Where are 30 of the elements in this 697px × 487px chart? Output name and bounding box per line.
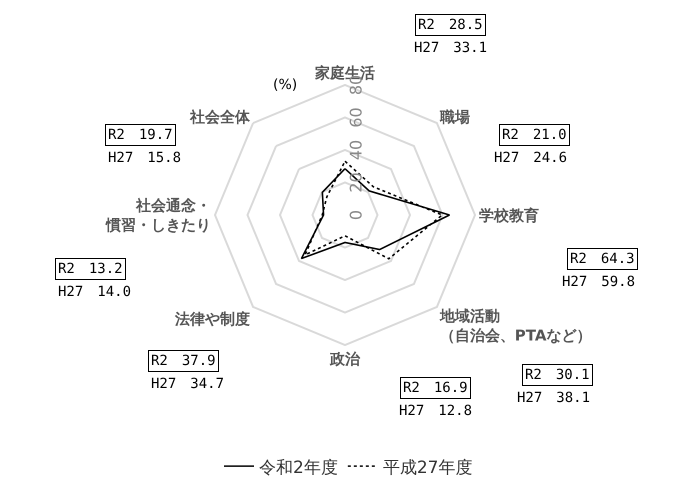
text: R2 21.0: [502, 127, 567, 143]
y-tick-label: 60: [346, 107, 366, 128]
y-tick-label: 20: [346, 172, 366, 193]
spoke-label: 社会全体: [189, 108, 252, 126]
spoke-label: 政治: [329, 350, 361, 368]
text: R2 64.3: [570, 251, 635, 267]
text: H27 14.0: [58, 284, 132, 300]
legend-label: 平成27年度: [382, 458, 472, 478]
legend-label: 令和2年度: [259, 458, 338, 478]
text: H27 24.6: [494, 150, 568, 166]
y-tick-label: 0: [346, 210, 366, 220]
text: R2 37.9: [151, 353, 216, 369]
text: R2 16.9: [403, 380, 468, 396]
spoke-label: 地域活動（自治会、PTAなど）: [438, 307, 592, 345]
text: H27 33.1: [414, 40, 488, 56]
text: (%): [273, 77, 298, 93]
text: R2 30.1: [525, 367, 590, 383]
text: R2 13.2: [58, 261, 123, 277]
text: H27 34.7: [151, 376, 224, 392]
text: R2 19.7: [108, 127, 173, 143]
spoke-label: 法律や制度: [174, 310, 250, 328]
text: R2 28.5: [418, 17, 483, 33]
text: H27 12.8: [399, 403, 472, 419]
spoke-label: 学校教育: [479, 206, 539, 224]
spoke-label: 職場: [438, 108, 470, 126]
y-tick-label: 40: [346, 140, 366, 160]
text: H27 15.8: [108, 150, 182, 166]
text: H27 38.1: [517, 390, 590, 406]
spoke-label: 社会通念・慣習・しきたり: [105, 196, 211, 234]
text: H27 59.8: [562, 274, 636, 290]
